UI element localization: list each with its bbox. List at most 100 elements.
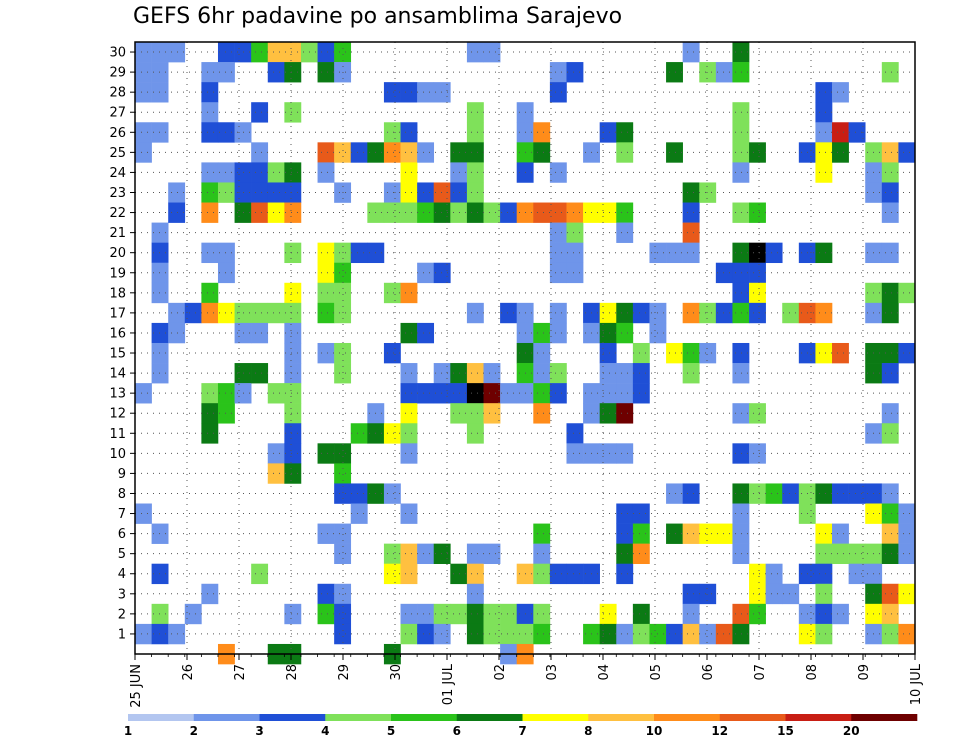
heatmap-cell (666, 342, 683, 364)
heatmap-cell (782, 483, 800, 504)
heatmap-cell (334, 42, 352, 63)
heatmap-cell (135, 142, 152, 163)
heatmap-cell (682, 363, 700, 384)
heatmap-cell (433, 383, 451, 404)
legend-swatch (654, 714, 721, 721)
heatmap-cell (549, 162, 567, 183)
heatmap-cell (284, 383, 302, 404)
heatmap-cell (616, 202, 634, 223)
heatmap-cell (533, 142, 551, 163)
heatmap-cell (350, 423, 368, 444)
heatmap-cell (765, 242, 783, 264)
heatmap-cell (666, 523, 683, 544)
x-tick-label: 02 (493, 664, 508, 681)
heatmap-cell (881, 242, 899, 264)
legend-label: 1 (124, 724, 132, 738)
heatmap-cell (815, 142, 833, 163)
legend-label: 15 (777, 724, 794, 738)
heatmap-cell (682, 222, 700, 243)
heatmap-cell (466, 102, 484, 123)
heatmap-cell (898, 142, 916, 163)
heatmap-cell (881, 543, 899, 565)
heatmap-cell (466, 563, 484, 585)
heatmap-cell (383, 182, 401, 203)
heatmap-cell (433, 623, 451, 645)
heatmap-cell (201, 302, 219, 324)
heatmap-cell (832, 483, 849, 504)
heatmap-cell (168, 42, 186, 63)
heatmap-cell (832, 342, 849, 364)
heatmap-cell (682, 42, 700, 63)
heatmap-cell (881, 363, 899, 384)
heatmap-cell (334, 583, 352, 605)
heatmap-cell (284, 363, 302, 384)
heatmap-cell (417, 603, 435, 625)
heatmap-cell (383, 122, 401, 143)
heatmap-cell (334, 142, 352, 163)
heatmap-cell (334, 342, 352, 364)
heatmap-cell (151, 262, 169, 284)
heatmap-cell (284, 423, 302, 444)
heatmap-cell (699, 342, 717, 364)
heatmap-cell (815, 122, 833, 143)
heatmap-cell (251, 202, 269, 223)
heatmap-cell (682, 182, 700, 203)
heatmap-cell (267, 443, 285, 464)
heatmap-cell (217, 302, 235, 324)
heatmap-cell (500, 202, 518, 223)
heatmap-cell (466, 302, 484, 324)
heatmap-cell (881, 483, 899, 504)
x-tick-label: 08 (805, 664, 820, 681)
heatmap-cell (400, 543, 418, 565)
y-tick-label: 8 (118, 487, 126, 502)
heatmap-cell (201, 403, 219, 424)
heatmap-cell (251, 563, 269, 585)
heatmap-cell (732, 403, 750, 424)
heatmap-cell (732, 202, 750, 223)
legend-label: 4 (321, 724, 329, 738)
heatmap-cell (483, 202, 501, 223)
heatmap-cell (433, 603, 451, 625)
legend-swatch (522, 714, 589, 721)
heatmap-cell (334, 623, 352, 645)
x-tick-label: 03 (545, 664, 560, 681)
heatmap-cell (350, 483, 368, 504)
y-tick-label: 5 (118, 547, 126, 562)
legend-swatch (785, 714, 852, 721)
heatmap-cell (632, 302, 650, 324)
legend-label: 20 (843, 724, 860, 738)
heatmap-cell (168, 322, 186, 344)
heatmap-cell (549, 242, 567, 264)
heatmap-cell (400, 563, 418, 585)
heatmap-cell (749, 142, 766, 163)
heatmap-cell (383, 483, 401, 504)
heatmap-cell (616, 142, 634, 163)
heatmap-cell (217, 383, 235, 404)
y-tick-label: 19 (109, 266, 126, 281)
heatmap-cell (466, 623, 484, 645)
heatmap-cell (732, 623, 750, 645)
heatmap-cell (898, 503, 916, 524)
heatmap-cell (400, 82, 418, 103)
heatmap-cell (417, 182, 435, 203)
heatmap-cell (815, 162, 833, 183)
heatmap-cell (151, 222, 169, 243)
y-tick-label: 1 (118, 627, 126, 642)
chart-title: GEFS 6hr padavine po ansamblima Sarajevo (133, 4, 623, 29)
heatmap-cell (317, 523, 335, 544)
heatmap-cell (632, 342, 650, 364)
y-tick-label: 29 (109, 66, 126, 81)
heatmap-cell (616, 302, 634, 324)
heatmap-cell (549, 202, 567, 223)
legend-label: 2 (190, 724, 198, 738)
heatmap-cell (400, 202, 418, 223)
heatmap-cell (832, 523, 849, 544)
heatmap-cell (334, 302, 352, 324)
heatmap-cell (749, 563, 766, 585)
heatmap-cell (616, 543, 634, 565)
heatmap-cell (466, 182, 484, 203)
heatmap-cell (317, 583, 335, 605)
heatmap-cell (383, 543, 401, 565)
heatmap-cell (433, 262, 451, 284)
heatmap-cell (682, 302, 700, 324)
